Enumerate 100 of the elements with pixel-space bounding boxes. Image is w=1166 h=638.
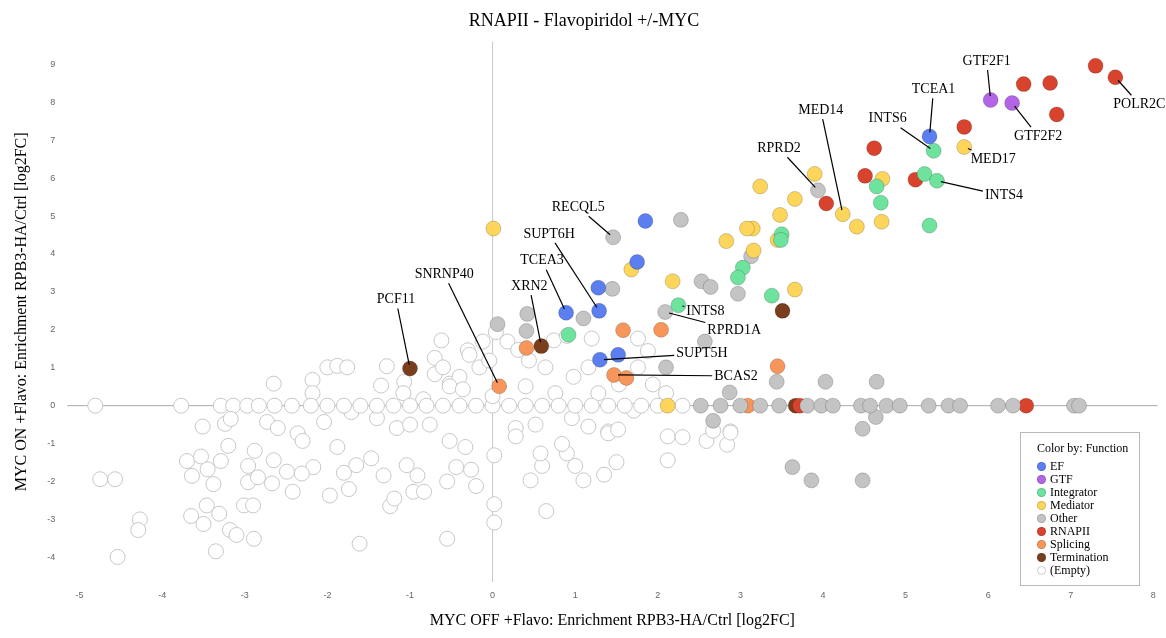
annotation: RECQL5 [551, 198, 605, 214]
point [916, 165, 933, 182]
point [672, 211, 689, 228]
point [658, 359, 675, 376]
point [763, 287, 780, 304]
legend-label: RNAPII [1050, 524, 1091, 538]
y-tick-label: 6 [50, 172, 56, 183]
annotation: RPRD2 [757, 139, 801, 155]
y-tick-label: 4 [50, 248, 56, 259]
annotation: SUPT6H [523, 225, 575, 241]
y-tick-label: 0 [50, 400, 56, 411]
y-tick-label: 1 [50, 362, 56, 373]
x-tick-label: -4 [158, 589, 167, 600]
point [1048, 106, 1065, 123]
point [806, 165, 823, 182]
x-tick-label: 1 [572, 589, 578, 600]
chart-title: RNAPII - Flavopiridol +/-MYC [468, 9, 700, 30]
point [653, 321, 670, 338]
legend-label: Splicing [1050, 537, 1091, 551]
x-tick-label: 2 [655, 589, 661, 600]
point [784, 459, 801, 476]
x-tick-label: 3 [737, 589, 743, 600]
point [745, 242, 762, 259]
x-tick-label: 7 [1068, 589, 1074, 600]
point [769, 358, 786, 375]
point [848, 218, 865, 235]
point [873, 213, 890, 230]
point [818, 195, 835, 212]
point [1042, 74, 1059, 91]
point [982, 92, 999, 108]
point [891, 397, 908, 414]
x-tick-label: -5 [75, 589, 84, 600]
point [605, 229, 622, 246]
x-tick-label: 8 [1150, 589, 1156, 600]
point [920, 397, 937, 414]
point [817, 373, 834, 390]
legend-title: Color by: Function [1037, 441, 1129, 456]
x-tick-label: 5 [903, 589, 909, 600]
point [768, 373, 785, 390]
annotation: BCAS2 [714, 367, 758, 383]
annotation: SUPT5H [676, 345, 728, 361]
point [702, 278, 719, 295]
point [854, 420, 871, 437]
point [786, 281, 803, 298]
annotation: MED17 [970, 150, 1016, 166]
point [799, 397, 816, 414]
point [786, 190, 803, 207]
point [810, 182, 827, 199]
point [990, 397, 1007, 414]
point [956, 139, 973, 156]
annotation: RPRD1A [707, 321, 762, 337]
point [401, 360, 418, 377]
y-tick-label: 8 [50, 96, 56, 107]
point [925, 142, 942, 159]
annotation: TCEA1 [911, 81, 956, 97]
point [854, 472, 871, 489]
point [857, 167, 874, 184]
annotation: INTS6 [868, 110, 907, 126]
legend-label: Termination [1050, 550, 1109, 564]
y-tick-label: -2 [47, 475, 56, 486]
point [834, 206, 851, 223]
annotation: INTS4 [984, 187, 1024, 203]
legend-label: GTF [1050, 472, 1073, 486]
point [1018, 397, 1035, 414]
point [721, 384, 738, 401]
x-axis-title: MYC OFF +Flavo: Enrichment RPB3-HA/Ctrl [log2FC] [429, 610, 795, 629]
point [575, 310, 592, 327]
point [610, 346, 627, 363]
point [928, 172, 945, 189]
point [774, 302, 791, 319]
point [729, 269, 746, 286]
point [657, 303, 674, 320]
annotation: SNRNP40 [414, 265, 474, 281]
point [868, 373, 885, 390]
annotation: GTF2F1 [962, 52, 1011, 68]
point [866, 140, 883, 157]
point [956, 118, 973, 135]
point [1107, 69, 1124, 86]
y-tick-label: 2 [50, 324, 56, 335]
point [591, 302, 608, 319]
y-tick-label: 5 [50, 210, 56, 221]
annotation: GTF2F2 [1014, 127, 1063, 143]
y-axis-title: MYC ON +Flavo: Enrichment RPB3-HA/Ctrl [log2FC] [11, 132, 30, 492]
y-tick-label: 3 [50, 286, 56, 297]
point [952, 397, 969, 414]
point [1087, 57, 1104, 74]
point [921, 217, 938, 234]
point [629, 253, 646, 270]
legend-label: Mediator [1050, 498, 1094, 512]
point [485, 220, 502, 237]
annotation: MED14 [798, 101, 844, 117]
point [752, 178, 769, 195]
x-tick-label: -3 [240, 589, 249, 600]
point [772, 206, 789, 223]
point [518, 322, 535, 339]
point [1071, 397, 1088, 414]
x-tick-label: -1 [405, 589, 414, 600]
point [867, 409, 884, 426]
point [670, 297, 687, 314]
annotation: XRN2 [511, 277, 548, 293]
